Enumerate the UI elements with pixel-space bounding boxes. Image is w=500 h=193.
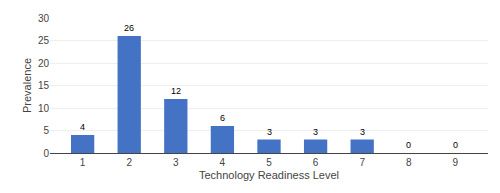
svg-text:12: 12 (171, 86, 181, 96)
svg-text:7: 7 (359, 157, 365, 168)
svg-text:20: 20 (38, 58, 50, 69)
svg-text:15: 15 (38, 80, 50, 91)
svg-text:3: 3 (360, 127, 365, 137)
svg-text:26: 26 (124, 23, 134, 33)
svg-text:6: 6 (220, 113, 225, 123)
svg-text:Prevalence: Prevalence (21, 58, 33, 113)
svg-text:Technology Readiness Level: Technology Readiness Level (199, 169, 339, 181)
svg-text:2: 2 (126, 157, 132, 168)
svg-text:0: 0 (406, 140, 411, 150)
svg-text:3: 3 (313, 127, 318, 137)
svg-text:25: 25 (38, 35, 50, 46)
svg-text:6: 6 (313, 157, 319, 168)
svg-text:5: 5 (43, 125, 49, 136)
svg-text:1: 1 (80, 157, 86, 168)
svg-text:3: 3 (173, 157, 179, 168)
svg-text:9: 9 (453, 157, 459, 168)
svg-text:30: 30 (38, 13, 50, 24)
svg-text:4: 4 (220, 157, 226, 168)
svg-text:4: 4 (80, 122, 85, 132)
svg-text:3: 3 (267, 127, 272, 137)
svg-text:8: 8 (406, 157, 412, 168)
svg-text:0: 0 (453, 140, 458, 150)
svg-text:10: 10 (38, 103, 50, 114)
svg-text:5: 5 (266, 157, 272, 168)
svg-text:0: 0 (43, 148, 49, 159)
